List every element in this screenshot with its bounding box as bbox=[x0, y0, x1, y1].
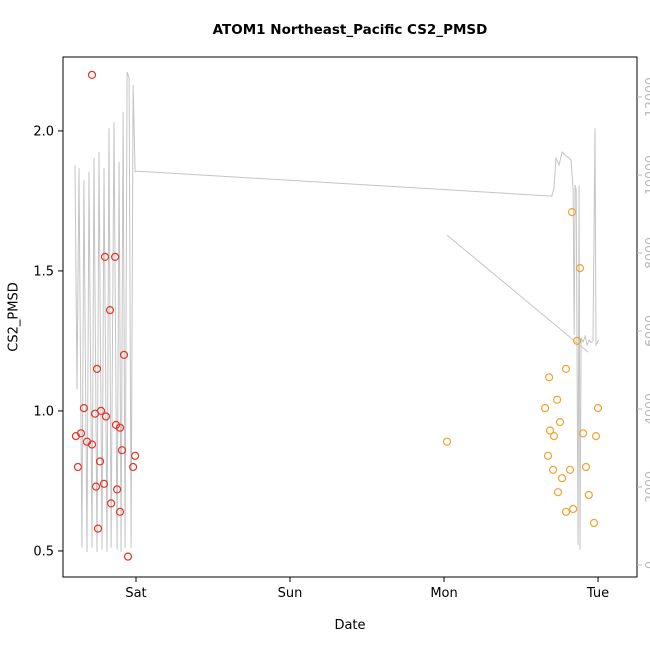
y-left-tick-label: 0.5 bbox=[33, 544, 54, 559]
cs2-pmsd-orange-point bbox=[575, 264, 585, 273]
x-tick-label: Sun bbox=[278, 586, 303, 601]
cs2-pmsd-orange-point bbox=[548, 465, 558, 474]
x-axis-label: Date bbox=[334, 618, 366, 633]
cs2-pmsd-red-point bbox=[79, 404, 89, 413]
cs2-pmsd-red-point bbox=[76, 429, 86, 438]
gray-line-right-axis bbox=[446, 234, 589, 353]
cs2-pmsd-orange-point bbox=[553, 488, 563, 497]
y-right-tick-label: 2000 bbox=[642, 471, 650, 503]
chart-title: ATOM1 Northeast_Pacific CS2_PMSD bbox=[212, 22, 488, 38]
x-tick-label: Sat bbox=[125, 586, 146, 601]
y-right-tick-label: 12000 bbox=[642, 77, 650, 117]
cs2-pmsd-red-point bbox=[95, 457, 105, 466]
y-right-tick-label: 6000 bbox=[642, 315, 650, 347]
cs2-pmsd-red-point bbox=[96, 406, 106, 415]
x-tick-label: Mon bbox=[430, 586, 457, 601]
cs2-pmsd-orange-point bbox=[567, 208, 577, 217]
cs2-pmsd-red-point bbox=[112, 485, 122, 494]
y-right-tick-label: 0 bbox=[642, 561, 650, 569]
cs2-pmsd-orange-point bbox=[584, 490, 593, 500]
cs2-pmsd-orange-point bbox=[589, 518, 599, 528]
y-right-tick-label: 8000 bbox=[642, 237, 650, 269]
cs2-pmsd-red-point bbox=[91, 482, 101, 491]
cs2-pmsd-red-point bbox=[110, 252, 120, 261]
cs2-pmsd-orange-point bbox=[561, 364, 571, 373]
cs2-pmsd-red-point bbox=[129, 462, 138, 472]
cs2-pmsd-red-point bbox=[87, 70, 97, 80]
cs2-pmsd-orange-point bbox=[544, 373, 554, 382]
cs2-pmsd-red-point bbox=[101, 412, 111, 421]
cs2-pmsd-red-point bbox=[99, 479, 109, 488]
cs2-pmsd-orange-point bbox=[545, 426, 555, 435]
cs2-pmsd-orange-point bbox=[555, 418, 565, 427]
cs2-pmsd-red-point bbox=[117, 446, 127, 455]
cs2-pmsd-red-point bbox=[123, 552, 133, 561]
y-left-tick-label: 2.0 bbox=[33, 124, 54, 139]
cs2-pmsd-orange-point bbox=[549, 432, 559, 441]
cs2-pmsd-orange-point bbox=[540, 404, 550, 413]
cs2-pmsd-orange-point bbox=[561, 507, 571, 516]
cs2-pmsd-red-point bbox=[87, 440, 97, 449]
x-tick-label: Tue bbox=[586, 586, 609, 601]
cs2-pmsd-red-point bbox=[131, 451, 140, 460]
cs2-pmsd-red-point bbox=[73, 462, 83, 472]
cs2-pmsd-orange-point bbox=[568, 504, 578, 514]
cs2-pmsd-orange-point bbox=[581, 462, 591, 472]
cs2-pmsd-red-point bbox=[92, 364, 102, 373]
cs2-pmsd-orange-point bbox=[557, 474, 567, 483]
cs2-pmsd-orange-point bbox=[578, 429, 588, 438]
cs2-pmsd-orange-point bbox=[591, 432, 601, 441]
cs2-pmsd-orange-point bbox=[593, 404, 603, 413]
cs2-pmsd-red-point bbox=[93, 524, 103, 533]
cs2-pmsd-red-point bbox=[115, 507, 125, 516]
gray-line-right-axis bbox=[74, 71, 600, 553]
y-right-tick-label: 10000 bbox=[642, 155, 650, 195]
cs2-pmsd-orange-point bbox=[442, 437, 452, 446]
cs2-pmsd-orange-point bbox=[543, 451, 553, 460]
y-left-tick-label: 1.5 bbox=[33, 264, 54, 279]
plot-box bbox=[62, 56, 638, 578]
cs2-pmsd-red-point bbox=[100, 252, 110, 261]
cs2-pmsd-orange-point bbox=[572, 336, 582, 345]
y-right-tick-label: 4000 bbox=[642, 393, 650, 425]
cs2-pmsd-orange-point bbox=[565, 465, 575, 474]
cs2-pmsd-red-point bbox=[105, 306, 115, 315]
y-left-tick-label: 1.0 bbox=[33, 404, 54, 419]
cs2-pmsd-red-point bbox=[106, 499, 116, 508]
cs2-pmsd-orange-point bbox=[552, 395, 562, 404]
cs2-pmsd-red-point bbox=[119, 350, 129, 359]
cs2-pmsd-red-point bbox=[115, 423, 125, 432]
